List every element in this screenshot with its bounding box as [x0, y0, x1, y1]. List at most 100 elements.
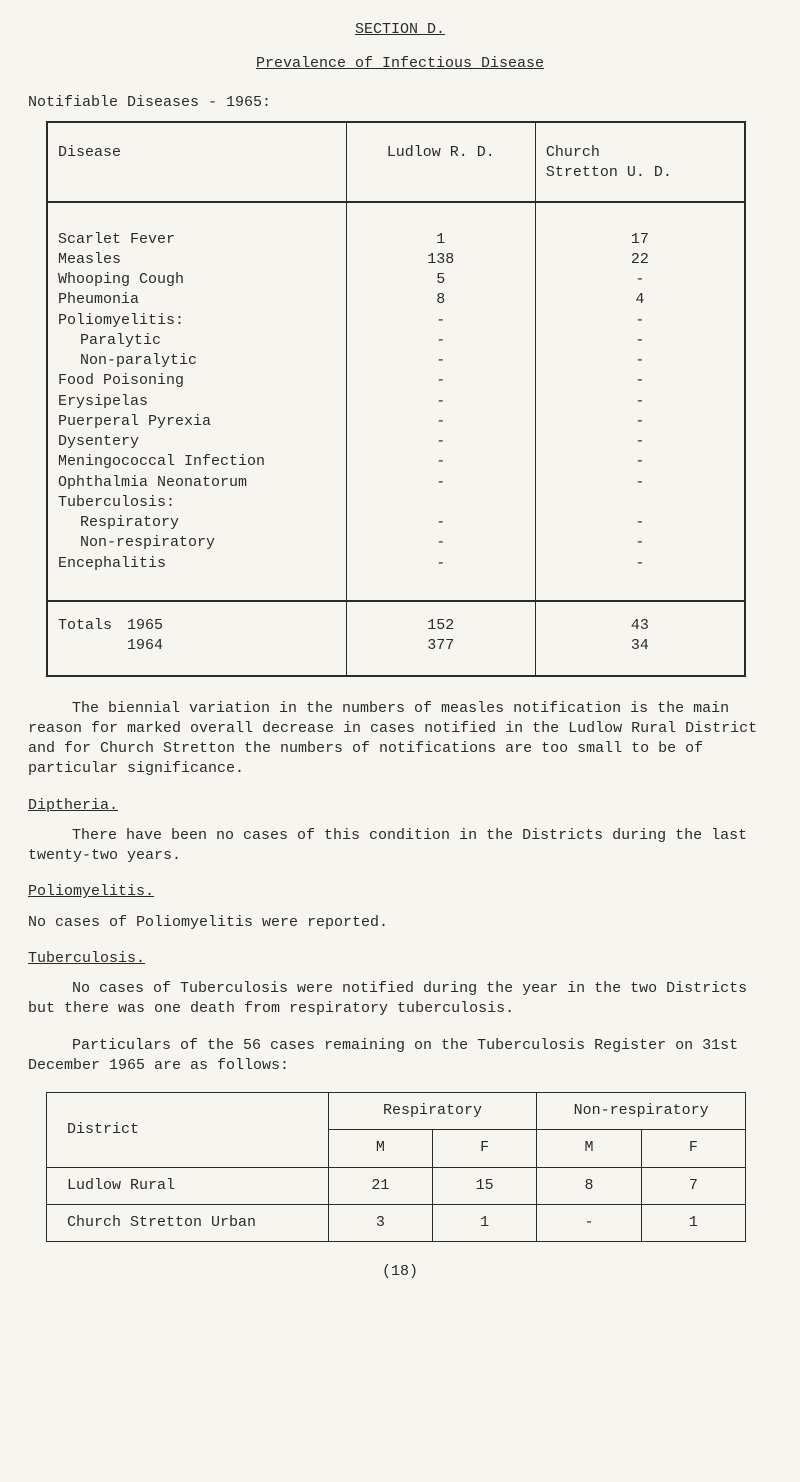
disease-label: Dysentery	[58, 432, 336, 452]
header-resp-m: M	[328, 1130, 432, 1167]
totals-label: Totals	[58, 616, 118, 636]
church-value: -	[546, 412, 734, 432]
ludlow-value: -	[357, 311, 525, 331]
disease-label: Puerperal Pyrexia	[58, 412, 336, 432]
ludlow-value: -	[357, 371, 525, 391]
church-value: -	[546, 392, 734, 412]
ludlow-value: -	[357, 412, 525, 432]
ludlow-value: 138	[357, 250, 525, 270]
disease-label: Ophthalmia Neonatorum	[58, 473, 336, 493]
ludlow-value: -	[357, 432, 525, 452]
header-disease-text: Disease	[58, 144, 121, 161]
header-ludlow: Ludlow R. D.	[346, 122, 535, 203]
church-value: -	[546, 452, 734, 472]
totals-church-cell: 43 34	[535, 601, 745, 676]
disease-label: Non-paralytic	[58, 351, 336, 371]
header-nonresp-f: F	[641, 1130, 745, 1167]
disease-label: Paralytic	[58, 331, 336, 351]
disease-label: Tuberculosis:	[58, 493, 336, 513]
totals-church-0: 43	[546, 616, 734, 636]
church-value: -	[546, 513, 734, 533]
header-nonrespiratory: Non-respiratory	[537, 1093, 746, 1130]
page-number: (18)	[28, 1262, 772, 1282]
ludlow-value: 5	[357, 270, 525, 290]
header-church-l2: Stretton U. D.	[546, 164, 672, 181]
disease-label: Non-respiratory	[58, 533, 336, 553]
ludlow-value: -	[357, 554, 525, 574]
church-value: -	[546, 331, 734, 351]
disease-label: Respiratory	[58, 513, 336, 533]
ludlow-column-cell: 113858--------- ---	[346, 202, 535, 601]
poliomyelitis-paragraph: No cases of Poliomyelitis were reported.	[28, 913, 772, 933]
header-resp-f: F	[433, 1130, 537, 1167]
subtitle: Prevalence of Infectious Disease	[28, 54, 772, 74]
ludlow-value	[357, 493, 525, 513]
church-value: -	[546, 270, 734, 290]
value-cell: 15	[433, 1167, 537, 1204]
poliomyelitis-heading: Poliomyelitis.	[28, 882, 772, 902]
value-cell: 3	[328, 1204, 432, 1241]
ludlow-value: -	[357, 473, 525, 493]
table-row: Ludlow Rural 21 15 8 7	[47, 1167, 746, 1204]
value-cell: -	[537, 1204, 641, 1241]
header-ludlow-text: Ludlow R. D.	[387, 144, 495, 161]
header-district: District	[47, 1093, 329, 1168]
disease-label: Food Poisoning	[58, 371, 336, 391]
church-value	[546, 493, 734, 513]
disease-label: Encephalitis	[58, 554, 336, 574]
disease-table: Disease Ludlow R. D. Church Stretton U. …	[46, 121, 746, 677]
notifiable-heading: Notifiable Diseases - 1965:	[28, 93, 772, 113]
value-cell: 1	[641, 1204, 745, 1241]
totals-ludlow-0: 152	[357, 616, 525, 636]
church-value: 17	[546, 230, 734, 250]
church-value: 22	[546, 250, 734, 270]
table-row: Church Stretton Urban 3 1 - 1	[47, 1204, 746, 1241]
totals-row: Totals 1965 1964 152 377 43 34	[47, 601, 745, 676]
disease-column-cell: Scarlet FeverMeaslesWhooping CoughPheumo…	[47, 202, 346, 601]
table-header-row: Disease Ludlow R. D. Church Stretton U. …	[47, 122, 745, 203]
header-church-l1: Church	[546, 144, 600, 161]
ludlow-value: -	[357, 452, 525, 472]
church-value: -	[546, 432, 734, 452]
table-body-row: Scarlet FeverMeaslesWhooping CoughPheumo…	[47, 202, 745, 601]
ludlow-value: -	[357, 351, 525, 371]
totals-ludlow-1: 377	[357, 636, 525, 656]
ludlow-value: 8	[357, 290, 525, 310]
header-respiratory: Respiratory	[328, 1093, 537, 1130]
church-value: -	[546, 533, 734, 553]
totals-year-0: 1965	[127, 616, 163, 636]
disease-label: Scarlet Fever	[58, 230, 336, 250]
totals-church-1: 34	[546, 636, 734, 656]
tuberculosis-heading: Tuberculosis.	[28, 949, 772, 969]
totals-label-cell: Totals 1965 1964	[47, 601, 346, 676]
value-cell: 1	[433, 1204, 537, 1241]
ludlow-value: -	[357, 331, 525, 351]
church-value: -	[546, 473, 734, 493]
header-church: Church Stretton U. D.	[535, 122, 745, 203]
value-cell: 8	[537, 1167, 641, 1204]
tuberculosis-paragraph-2: Particulars of the 56 cases remaining on…	[28, 1036, 772, 1077]
value-cell: 7	[641, 1167, 745, 1204]
disease-label: Measles	[58, 250, 336, 270]
disease-label: Poliomyelitis:	[58, 311, 336, 331]
disease-label: Erysipelas	[58, 392, 336, 412]
ludlow-value: 1	[357, 230, 525, 250]
tuberculosis-register-table: District Respiratory Non-respiratory M F…	[46, 1092, 746, 1242]
diptheria-heading: Diptheria.	[28, 796, 772, 816]
totals-ludlow-cell: 152 377	[346, 601, 535, 676]
disease-label: Whooping Cough	[58, 270, 336, 290]
district-cell: Church Stretton Urban	[47, 1204, 329, 1241]
header-disease: Disease	[47, 122, 346, 203]
section-title: SECTION D.	[28, 20, 772, 40]
ludlow-value: -	[357, 392, 525, 412]
district-cell: Ludlow Rural	[47, 1167, 329, 1204]
disease-label: Meningococcal Infection	[58, 452, 336, 472]
church-value: -	[546, 311, 734, 331]
value-cell: 21	[328, 1167, 432, 1204]
header-nonresp-m: M	[537, 1130, 641, 1167]
ludlow-value: -	[357, 533, 525, 553]
tuberculosis-paragraph-1: No cases of Tuberculosis were notified d…	[28, 979, 772, 1020]
totals-year-1: 1964	[127, 636, 163, 656]
table-row: District Respiratory Non-respiratory	[47, 1093, 746, 1130]
church-column-cell: 1722-4--------- ---	[535, 202, 745, 601]
